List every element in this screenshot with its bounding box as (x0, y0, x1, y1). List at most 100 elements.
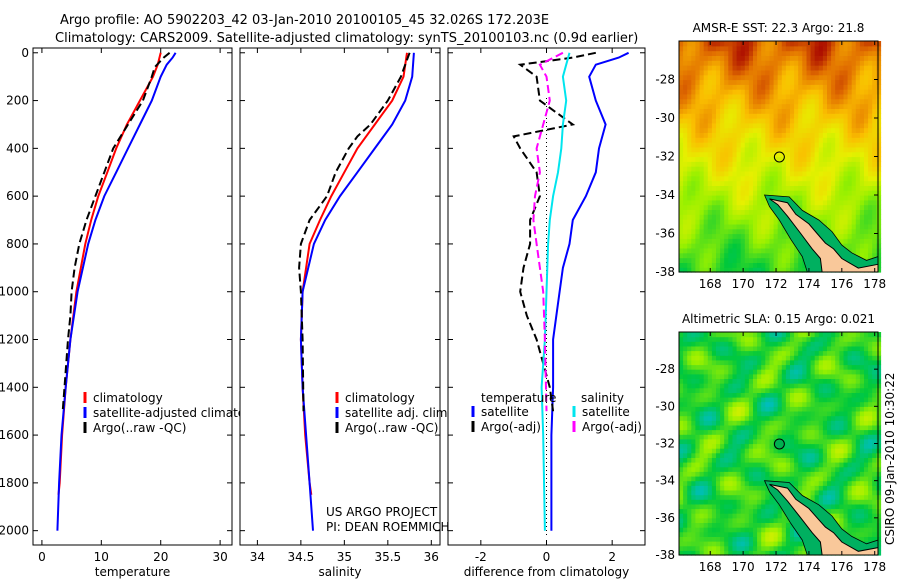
map-cell (769, 238, 775, 244)
map-cell (720, 50, 725, 56)
map-cell (831, 355, 836, 361)
map-cell (818, 355, 824, 361)
map-cell (695, 137, 701, 143)
map-cell (777, 466, 783, 472)
map-cell (744, 98, 750, 105)
map-cell (872, 93, 877, 100)
map-cell (720, 452, 725, 458)
map-cell (814, 214, 820, 220)
map-cell (724, 195, 729, 201)
map-cell (691, 545, 696, 551)
map-cell (687, 499, 692, 505)
map-cell (699, 490, 705, 496)
map-cell (683, 161, 688, 167)
map-cell (781, 550, 787, 556)
map-cell (740, 355, 746, 361)
map-cell (691, 359, 696, 366)
map-cell (732, 527, 738, 533)
map-cell (876, 448, 882, 454)
map-cell (711, 499, 717, 505)
map-cell (831, 98, 836, 105)
map-cell (757, 527, 762, 533)
map-cell (827, 383, 832, 389)
map-cell (699, 108, 705, 114)
map-cell (720, 490, 725, 496)
map-cell (748, 238, 754, 244)
map-cell (794, 429, 799, 435)
map-cell (761, 267, 766, 273)
map-cell (773, 84, 779, 90)
profile-panel-1: 0 10 20 30020040060080010001200140016001800… (0, 46, 271, 579)
map-cell (851, 166, 857, 172)
map-cell (748, 65, 754, 71)
map-cell (716, 471, 721, 477)
map-cell (744, 45, 750, 52)
map-cell (761, 65, 766, 71)
map-cell (703, 151, 709, 158)
map-cell (716, 252, 721, 259)
map-cell (876, 243, 882, 249)
map-cell (868, 84, 873, 90)
map-cell (720, 60, 725, 66)
map-cell (761, 434, 766, 440)
map-cell (753, 195, 758, 201)
map-cell (711, 471, 717, 477)
map-cell (810, 411, 816, 417)
map-cell (847, 355, 853, 361)
map-cell (790, 462, 795, 468)
map-cell (720, 223, 725, 230)
map-cell (818, 466, 824, 472)
map-cell (872, 359, 877, 366)
map-cell (744, 448, 750, 454)
map-cell (716, 142, 721, 148)
map-cell (843, 350, 849, 356)
map-cell (851, 209, 857, 215)
map-cell (851, 508, 857, 514)
x-tick-label: 178 (863, 560, 886, 574)
map-cell (785, 84, 791, 90)
map-cell (724, 118, 729, 124)
map-cell (872, 355, 877, 361)
map-cell (724, 108, 729, 114)
map-cell (818, 443, 824, 449)
map-cell (822, 359, 828, 366)
map-cell (818, 369, 824, 375)
map-cell (740, 350, 746, 356)
map-cell (736, 462, 742, 468)
map-cell (695, 401, 701, 407)
map-cell (851, 65, 857, 71)
map-cell (679, 387, 684, 393)
map-cell (769, 332, 775, 338)
map-cell (757, 108, 762, 114)
map-cell (827, 345, 832, 352)
map-cell (785, 522, 791, 528)
map-cell (843, 185, 849, 191)
map-cell (761, 499, 766, 505)
map-cell (720, 180, 725, 186)
map-cell (827, 209, 832, 215)
map-cell (691, 536, 696, 542)
map-cell (872, 219, 877, 225)
map-cell (802, 98, 807, 105)
map-cell (831, 127, 836, 133)
map-cell (695, 267, 701, 273)
map-cell (777, 118, 783, 124)
map-cell (822, 387, 828, 393)
map-cell (691, 480, 696, 486)
map-cell (724, 369, 729, 375)
map-cell (753, 204, 758, 210)
map-cell (716, 466, 721, 472)
map-cell (695, 209, 701, 215)
map-cell (777, 392, 783, 398)
map-cell (687, 373, 692, 379)
map-cell (822, 332, 828, 338)
map-cell (859, 373, 865, 379)
map-cell (876, 233, 882, 239)
map-cell (728, 243, 733, 249)
map-cell (843, 429, 849, 435)
map-cell (744, 545, 750, 551)
map-cell (720, 378, 725, 384)
map-cell (790, 550, 795, 556)
map-cell (744, 513, 750, 519)
map-cell (687, 103, 692, 109)
